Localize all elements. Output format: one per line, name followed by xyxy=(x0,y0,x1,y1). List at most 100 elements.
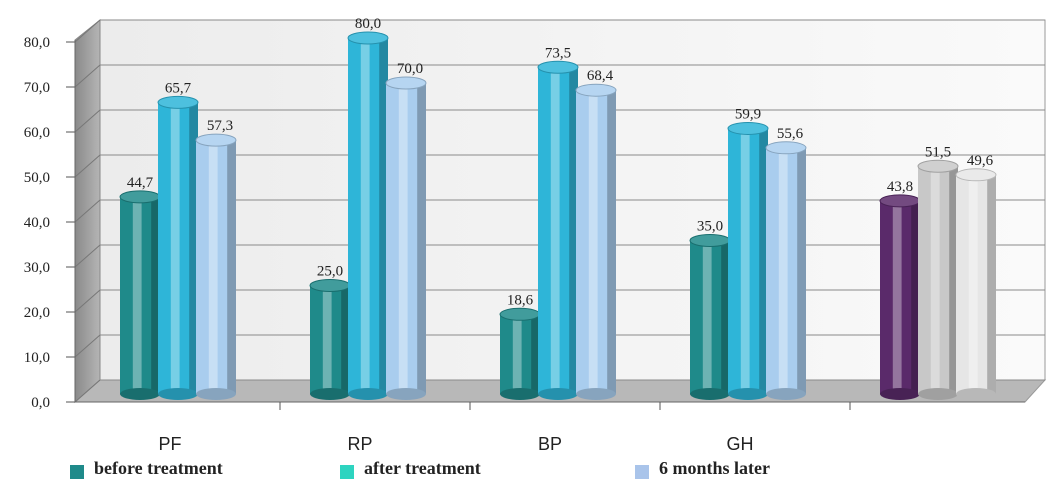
gridline-side xyxy=(74,64,101,88)
bar-base xyxy=(386,388,426,400)
bar-highlight xyxy=(360,38,370,394)
data-label: 57,3 xyxy=(207,118,233,134)
bar-shadow xyxy=(797,147,806,394)
bar-shadow xyxy=(911,200,920,394)
legend-label-after-treatment: after treatment xyxy=(364,458,481,478)
data-labels: 44,7 65,7 57,3 25,0 80,0 70,0 18,6 73,5 68,4 35,0… xyxy=(127,16,994,308)
bars xyxy=(119,31,997,400)
bar-top xyxy=(309,279,351,292)
gridline-side xyxy=(74,334,101,358)
bar-base xyxy=(690,388,730,400)
bar xyxy=(195,133,237,400)
bar-highlight xyxy=(930,166,940,394)
y-tick-label: 10,0 xyxy=(24,350,50,366)
x-axis: PF RP BP GH xyxy=(158,402,851,454)
bar-top xyxy=(917,159,959,173)
x-category-label: PF xyxy=(158,434,181,454)
bar-highlight xyxy=(702,240,712,394)
bar-shadow xyxy=(531,314,540,394)
data-label: 65,7 xyxy=(165,80,192,96)
bar xyxy=(917,159,959,400)
bar-base xyxy=(196,388,236,400)
bar-highlight xyxy=(588,90,598,394)
bar-base xyxy=(310,388,350,400)
legend-swatch-6-months-later xyxy=(635,464,649,479)
bar-shadow xyxy=(379,38,388,394)
bar-shadow xyxy=(607,90,616,394)
x-category-label: BP xyxy=(538,434,562,454)
bar-base xyxy=(880,388,920,400)
bar-top xyxy=(727,121,769,135)
bar-top xyxy=(195,133,237,147)
y-tick-label: 20,0 xyxy=(24,305,50,321)
data-label: 80,0 xyxy=(355,16,381,32)
gridline-side xyxy=(74,379,101,403)
bar xyxy=(879,194,921,400)
bar-base xyxy=(538,388,578,400)
bar-top xyxy=(879,194,921,208)
bar-base xyxy=(348,388,388,400)
data-label: 73,5 xyxy=(545,45,571,61)
bar-highlight xyxy=(778,147,788,394)
bar-highlight xyxy=(740,128,750,394)
y-tick-label: 50,0 xyxy=(24,170,50,186)
legend-swatch-before-treatment xyxy=(70,464,84,479)
bar xyxy=(347,31,389,400)
bar-shadow xyxy=(151,196,160,394)
data-label: 68,4 xyxy=(587,68,614,84)
data-label: 59,9 xyxy=(735,106,761,122)
bar xyxy=(727,121,769,400)
data-label: 18,6 xyxy=(507,292,534,308)
bar-highlight xyxy=(322,285,332,394)
bar-highlight xyxy=(892,200,902,394)
bar xyxy=(955,168,997,400)
x-category-label: RP xyxy=(347,434,372,454)
data-label: 44,7 xyxy=(127,175,154,191)
gridline-side xyxy=(74,244,101,268)
bar-shadow xyxy=(341,285,350,394)
bar-base xyxy=(956,388,996,400)
gridline-side xyxy=(74,19,101,43)
legend-item-before-treatment: before treatment xyxy=(70,458,223,479)
bar-highlight xyxy=(132,196,142,394)
bar-base xyxy=(728,388,768,400)
y-axis: 0,0 10,0 20,0 30,0 40,0 50,0 60,0 70,0 80,0 xyxy=(24,35,1025,411)
data-label: 49,6 xyxy=(967,153,994,169)
bar-top xyxy=(157,95,199,109)
bar xyxy=(157,95,199,400)
bar-shadow xyxy=(227,140,236,394)
bar-top xyxy=(119,190,161,204)
bar xyxy=(309,279,351,400)
bar-top xyxy=(689,234,731,247)
data-label: 51,5 xyxy=(925,144,951,160)
gridline-side xyxy=(74,199,101,223)
bar xyxy=(119,190,161,400)
bar-highlight xyxy=(550,67,560,394)
y-tick-label: 80,0 xyxy=(24,35,50,51)
x-category-label: GH xyxy=(727,434,754,454)
bar-top xyxy=(955,168,997,182)
gridline-side xyxy=(74,154,101,178)
bar xyxy=(575,83,617,400)
bar-shadow xyxy=(759,128,768,394)
bar-base xyxy=(158,388,198,400)
bar-highlight xyxy=(170,102,180,394)
gridline-side xyxy=(74,109,101,133)
y-tick-label: 0,0 xyxy=(31,395,50,411)
bar xyxy=(537,60,579,400)
legend-item-after-treatment: after treatment xyxy=(340,458,481,479)
data-label: 25,0 xyxy=(317,264,343,280)
legend-item-6-months-later: 6 months later xyxy=(635,458,770,479)
bar-highlight xyxy=(512,314,522,394)
bar-top xyxy=(347,31,389,45)
bar-top xyxy=(537,60,579,74)
y-tick-label: 70,0 xyxy=(24,80,50,96)
bar xyxy=(385,76,427,400)
data-label: 70,0 xyxy=(397,61,423,77)
bar-base xyxy=(918,388,958,400)
data-label: 43,8 xyxy=(887,179,913,195)
bar-highlight xyxy=(208,140,218,394)
bar-highlight xyxy=(968,174,978,394)
bar-base xyxy=(576,388,616,400)
